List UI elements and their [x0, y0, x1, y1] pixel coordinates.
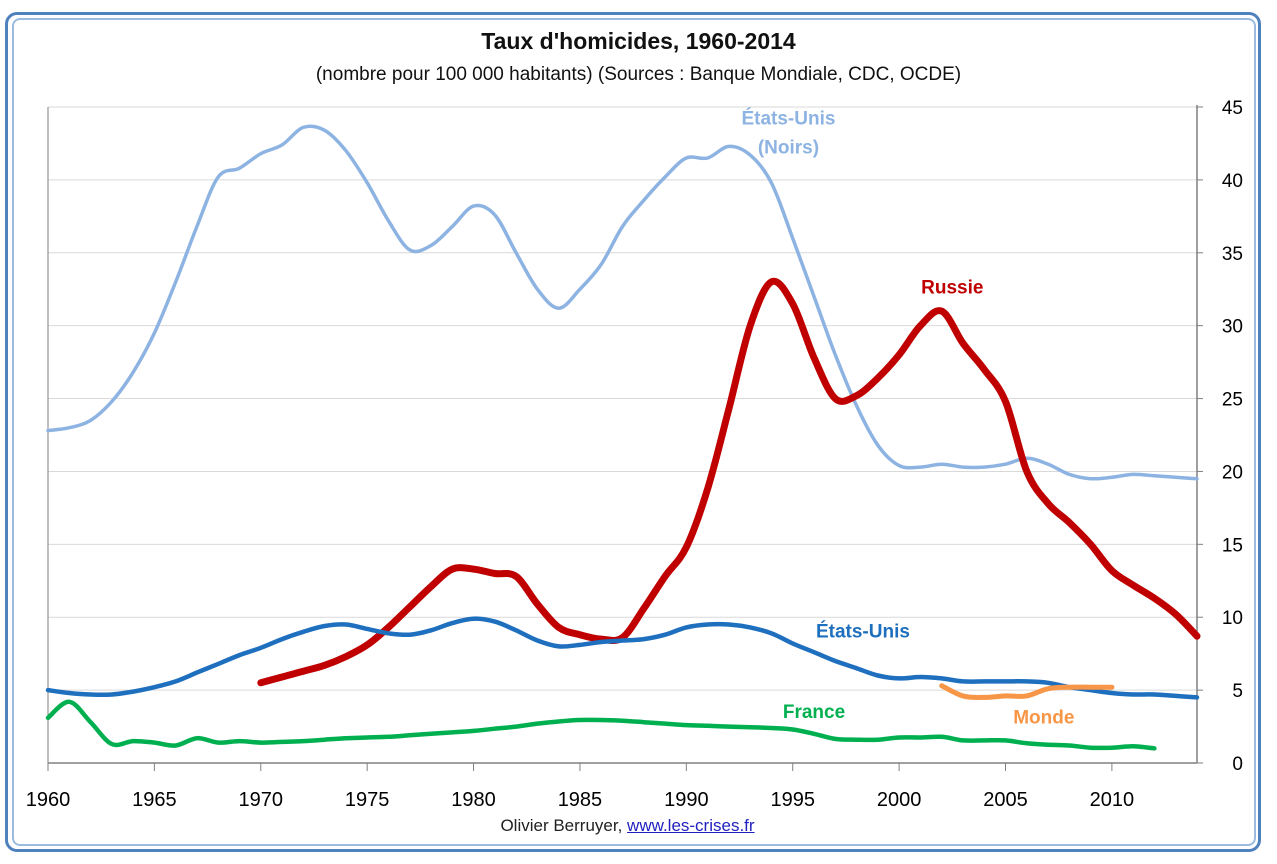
- series-line-1: [257, 277, 1201, 687]
- x-tick-label-2010: 2010: [1090, 789, 1135, 811]
- y-tick-label-40: 40: [1222, 171, 1243, 192]
- chart-subtitle: (nombre pour 100 000 habitants) (Sources…: [315, 64, 962, 85]
- series-line-3: [939, 683, 1115, 700]
- x-tick-label-1965: 1965: [132, 789, 177, 811]
- series-line-0: [46, 124, 1199, 481]
- series-label-4: France: [783, 702, 845, 723]
- y-tick-label-5: 5: [1232, 681, 1243, 702]
- y-tick-label-10: 10: [1222, 608, 1243, 629]
- credit-author: Olivier Berruyer,: [500, 816, 623, 835]
- y-tick-label-45: 45: [1222, 98, 1243, 119]
- chart-credit: Olivier Berruyer, www.les-crises.fr: [0, 816, 1255, 836]
- y-tick-label-25: 25: [1222, 390, 1243, 411]
- chart-frame-inner: [12, 18, 1256, 846]
- series-label-2: États-Unis: [816, 621, 910, 643]
- series-line-2: [45, 616, 1200, 700]
- chart-title: Taux d'homicides, 1960-2014: [481, 28, 796, 54]
- series-line-4: [45, 699, 1157, 751]
- x-tick-label-1970: 1970: [239, 789, 284, 811]
- x-tick-label-2000: 2000: [877, 789, 922, 811]
- y-tick-label-35: 35: [1222, 244, 1243, 265]
- x-tick-label-1960: 1960: [26, 789, 71, 811]
- x-tick-label-1995: 1995: [770, 789, 815, 811]
- y-tick-label-0: 0: [1232, 754, 1243, 775]
- x-tick-label-1980: 1980: [451, 789, 496, 811]
- series-label-1: Russie: [921, 278, 983, 299]
- series-label-0: États-Unis: [741, 107, 835, 129]
- y-tick-label-15: 15: [1222, 535, 1243, 556]
- y-tick-label-20: 20: [1222, 462, 1243, 483]
- series-label-3: Monde: [1013, 708, 1074, 729]
- x-tick-label-2005: 2005: [983, 789, 1028, 811]
- chart-frame-outer: [5, 12, 1261, 852]
- x-tick-label-1975: 1975: [345, 789, 390, 811]
- series-label-0: (Noirs): [758, 137, 819, 158]
- credit-link[interactable]: www.les-crises.fr: [627, 816, 755, 835]
- x-tick-label-1990: 1990: [664, 789, 709, 811]
- x-tick-label-1985: 1985: [558, 789, 603, 811]
- y-tick-label-30: 30: [1222, 317, 1243, 338]
